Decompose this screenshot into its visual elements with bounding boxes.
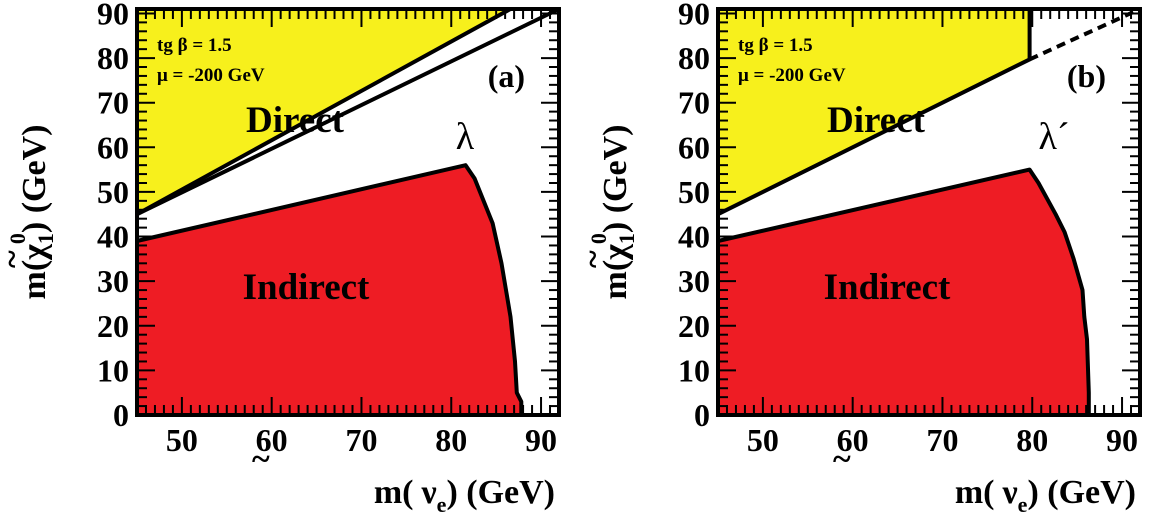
panel-label: (b) [1067, 58, 1106, 94]
y-tick-label: 10 [97, 352, 129, 388]
x-axis-title: m(νe) (GeV) [955, 474, 1136, 516]
kinematic-limit-line [136, 7, 560, 217]
direct-region-label: Direct [827, 100, 926, 141]
y-axis-title-part: m( [16, 260, 53, 300]
y-tick-label: 60 [678, 129, 710, 165]
plot-frame [135, 7, 561, 417]
indirect-boundary [717, 167, 1091, 415]
x-tick-label: 80 [435, 422, 467, 458]
y-tick-label: 30 [678, 263, 710, 299]
y-tick-label: 60 [97, 129, 129, 165]
coupling-label: λ [456, 116, 475, 158]
y-axis-tilde: ~ [0, 250, 31, 268]
y-tick-label: 40 [678, 219, 710, 255]
y-tick-label: 70 [678, 85, 710, 121]
x-axis-subscript: e [1018, 492, 1028, 516]
y-tick-label: 70 [97, 85, 129, 121]
mu-annotation: μ = -200 GeV [738, 65, 846, 86]
mu-annotation: μ = -200 GeV [157, 65, 265, 86]
y-tick-label: 30 [97, 263, 129, 299]
y-tick-label: 50 [97, 174, 129, 210]
y-tick-label: 80 [97, 40, 129, 76]
x-tick-label: 90 [525, 422, 557, 458]
y-tick-label: 0 [694, 397, 710, 433]
x-tick-label: 60 [837, 422, 869, 458]
plot-frame [716, 7, 1142, 417]
kinematic-limit-line [1028, 7, 1141, 62]
indirect-boundary [136, 163, 524, 415]
direct-boundary [136, 7, 512, 216]
coupling-label: λ´ [1038, 116, 1069, 158]
direct-region-label: Direct [246, 100, 345, 141]
tg-beta-annotation: tg β = 1.5 [738, 35, 813, 56]
y-tick-label: 20 [678, 308, 710, 344]
y-tick-label: 80 [678, 40, 710, 76]
y-axis-subscript: 1 [614, 233, 639, 244]
y-axis-title-group: m(χ10) (GeV)~ [575, 125, 639, 300]
y-tick-label: 20 [97, 308, 129, 344]
y-axis-tilde: ~ [575, 250, 612, 268]
y-tick-label: 0 [113, 397, 129, 433]
x-tick-label: 80 [1016, 422, 1048, 458]
x-axis-symbol: ν [420, 474, 436, 511]
x-axis-subscript: e [437, 492, 447, 516]
indirect-region [137, 165, 522, 415]
y-axis-title: m(χ10) (GeV) [586, 125, 639, 300]
x-tick-label: 50 [166, 422, 198, 458]
y-axis-symbol: χ [16, 244, 53, 261]
y-axis-title-group: m(χ10) (GeV)~ [0, 125, 58, 300]
x-axis-symbol: ν [1001, 474, 1017, 511]
y-axis-title-part: ) (GeV) [597, 125, 634, 234]
y-axis-title-part: ) (GeV) [16, 125, 53, 234]
x-tick-label: 70 [926, 422, 958, 458]
x-axis-title-part: ) (GeV) [1027, 474, 1136, 511]
x-tick-label: 70 [345, 422, 377, 458]
panel-label: (a) [488, 58, 525, 94]
x-axis-title-part: m( [374, 474, 414, 511]
y-axis-title-part: m( [597, 260, 634, 300]
x-axis-title-part: m( [955, 474, 995, 511]
x-tick-label: 60 [256, 422, 288, 458]
x-tick-label: 90 [1106, 422, 1138, 458]
y-tick-label: 10 [678, 352, 710, 388]
y-tick-label: 90 [97, 0, 129, 31]
y-axis-title: m(χ10) (GeV) [5, 125, 58, 300]
x-axis-tilde: ~ [252, 441, 270, 478]
indirect-region [718, 169, 1089, 415]
x-axis-title: m(νe) (GeV) [374, 474, 555, 516]
y-axis-symbol: χ [597, 244, 634, 261]
y-tick-label: 40 [97, 219, 129, 255]
direct-region [718, 9, 1030, 215]
y-tick-label: 90 [678, 0, 710, 31]
tg-beta-annotation: tg β = 1.5 [157, 35, 232, 56]
x-axis-title-part: ) (GeV) [446, 474, 555, 511]
y-axis-superscript: 0 [5, 233, 30, 244]
indirect-region-label: Indirect [243, 267, 370, 308]
x-tick-label: 50 [747, 422, 779, 458]
indirect-region-label: Indirect [824, 267, 951, 308]
y-axis-subscript: 1 [33, 233, 58, 244]
y-tick-label: 50 [678, 174, 710, 210]
x-axis-tilde: ~ [833, 441, 851, 478]
y-axis-superscript: 0 [586, 233, 611, 244]
